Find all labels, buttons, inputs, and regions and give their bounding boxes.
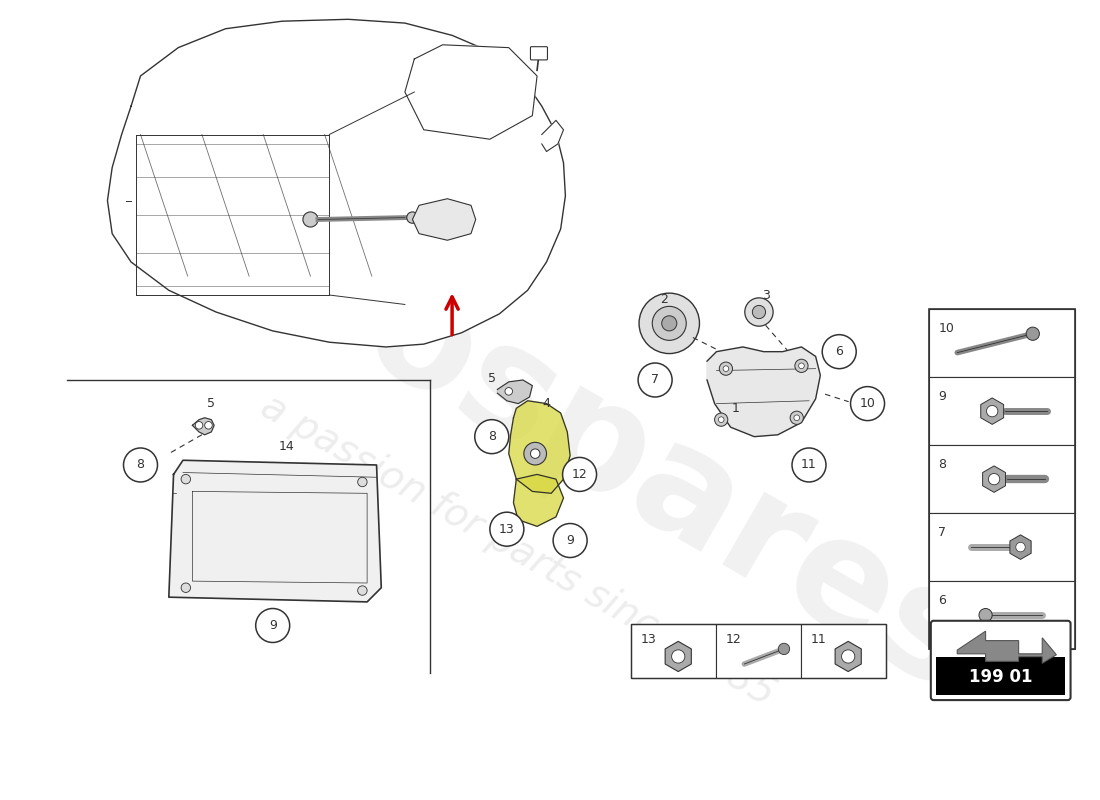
Circle shape: [745, 298, 773, 326]
Text: eurospares: eurospares: [91, 112, 1002, 724]
Circle shape: [358, 478, 367, 486]
Text: 3: 3: [761, 289, 770, 302]
Polygon shape: [168, 460, 382, 602]
Circle shape: [799, 363, 804, 369]
Circle shape: [475, 420, 508, 454]
Ellipse shape: [979, 609, 992, 622]
Ellipse shape: [779, 643, 790, 654]
Circle shape: [123, 448, 157, 482]
Bar: [631, 624, 716, 678]
Text: 8: 8: [938, 458, 946, 471]
Text: 9: 9: [566, 534, 574, 547]
Text: 4: 4: [542, 397, 550, 410]
Circle shape: [358, 586, 367, 595]
Polygon shape: [666, 642, 691, 671]
Text: 8: 8: [487, 430, 496, 443]
Circle shape: [255, 609, 289, 642]
Bar: [936, 657, 1065, 695]
Circle shape: [795, 359, 808, 373]
Circle shape: [715, 413, 728, 426]
Circle shape: [407, 212, 418, 223]
Circle shape: [752, 306, 766, 318]
Circle shape: [1015, 542, 1025, 552]
Polygon shape: [405, 45, 537, 139]
Circle shape: [792, 448, 826, 482]
Text: 1: 1: [732, 402, 739, 415]
Circle shape: [822, 334, 856, 369]
Text: 11: 11: [801, 458, 817, 471]
FancyBboxPatch shape: [931, 621, 1070, 700]
Circle shape: [672, 650, 685, 663]
Circle shape: [718, 417, 724, 422]
Bar: [928, 309, 1076, 377]
Circle shape: [652, 306, 686, 340]
Polygon shape: [497, 380, 532, 404]
Circle shape: [794, 415, 800, 421]
Text: 10: 10: [938, 322, 954, 335]
Bar: [928, 445, 1076, 513]
Circle shape: [524, 442, 547, 465]
Polygon shape: [542, 120, 563, 151]
Circle shape: [639, 293, 700, 354]
Polygon shape: [707, 347, 821, 437]
Circle shape: [302, 212, 318, 227]
Circle shape: [723, 366, 729, 371]
Circle shape: [987, 406, 998, 417]
Text: 13: 13: [499, 522, 515, 536]
Bar: [928, 513, 1076, 581]
Ellipse shape: [1026, 327, 1039, 340]
Text: 199 01: 199 01: [969, 668, 1033, 686]
Polygon shape: [981, 398, 1003, 424]
Circle shape: [562, 458, 596, 491]
Bar: [631, 624, 887, 678]
Polygon shape: [957, 631, 1056, 663]
Text: 7: 7: [651, 374, 659, 386]
Text: 6: 6: [938, 594, 946, 607]
Text: 13: 13: [641, 633, 657, 646]
Polygon shape: [412, 198, 475, 240]
Text: 2: 2: [661, 294, 669, 306]
Circle shape: [505, 387, 513, 395]
Circle shape: [850, 386, 884, 421]
Text: a passion for parts since 1985: a passion for parts since 1985: [254, 386, 782, 713]
Circle shape: [790, 411, 803, 424]
Text: 11: 11: [811, 633, 826, 646]
Circle shape: [662, 316, 676, 331]
Polygon shape: [108, 19, 565, 347]
Text: 5: 5: [488, 372, 496, 385]
Bar: [928, 309, 1076, 649]
Text: 8: 8: [136, 458, 144, 471]
Circle shape: [196, 422, 202, 429]
Text: 6: 6: [835, 345, 844, 358]
Polygon shape: [1010, 535, 1031, 559]
Bar: [928, 377, 1076, 445]
Bar: [716, 624, 802, 678]
Circle shape: [553, 523, 587, 558]
Circle shape: [638, 363, 672, 397]
Bar: [802, 624, 887, 678]
Polygon shape: [514, 474, 563, 526]
Polygon shape: [192, 418, 215, 434]
Polygon shape: [835, 642, 861, 671]
Polygon shape: [508, 401, 570, 494]
Bar: [928, 581, 1076, 649]
Circle shape: [490, 512, 524, 546]
Circle shape: [182, 583, 190, 593]
Text: 7: 7: [938, 526, 946, 539]
Circle shape: [205, 422, 212, 429]
Text: 10: 10: [859, 397, 876, 410]
Text: 12: 12: [572, 468, 587, 481]
Text: 5: 5: [207, 397, 216, 410]
Polygon shape: [982, 466, 1005, 492]
Circle shape: [842, 650, 855, 663]
Circle shape: [182, 474, 190, 484]
Text: 9: 9: [268, 619, 276, 632]
Text: 9: 9: [938, 390, 946, 403]
FancyBboxPatch shape: [530, 46, 548, 60]
Circle shape: [719, 362, 733, 375]
Circle shape: [530, 449, 540, 458]
Circle shape: [989, 474, 1000, 485]
Text: 12: 12: [726, 633, 741, 646]
Text: 14: 14: [279, 439, 295, 453]
